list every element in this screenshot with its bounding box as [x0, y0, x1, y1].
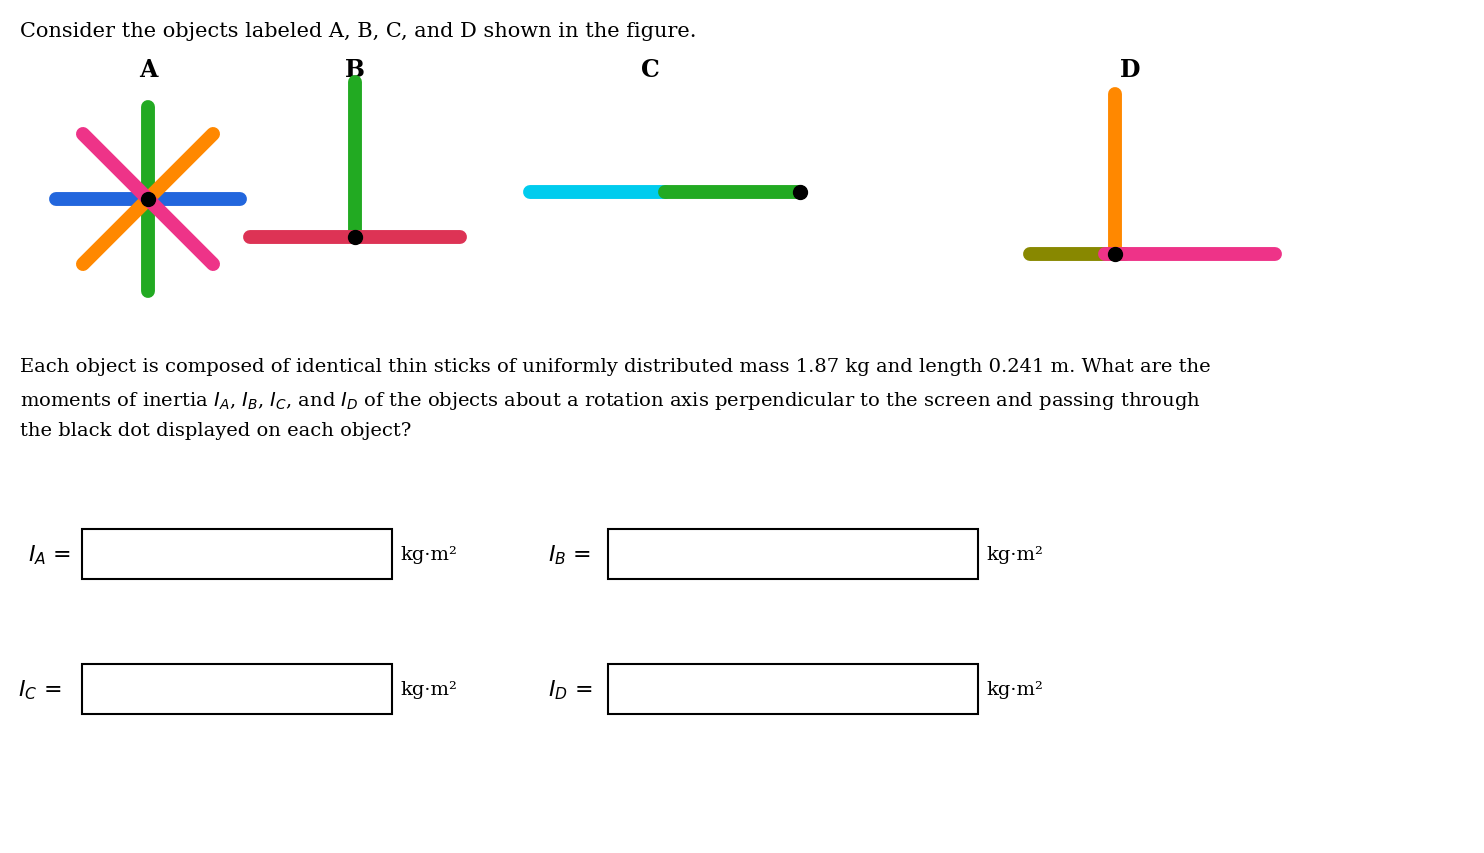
Text: moments of inertia $I_A$, $I_B$, $I_C$, and $I_D$ of the objects about a rotatio: moments of inertia $I_A$, $I_B$, $I_C$, … — [19, 390, 1201, 411]
FancyBboxPatch shape — [608, 664, 978, 714]
Text: Consider the objects labeled A, B, C, and D shown in the figure.: Consider the objects labeled A, B, C, an… — [19, 22, 696, 41]
Text: kg·m²: kg·m² — [985, 545, 1043, 563]
Text: $I_C$ =: $I_C$ = — [18, 677, 61, 701]
Text: C: C — [641, 58, 659, 82]
Text: Each object is composed of identical thin sticks of uniformly distributed mass 1: Each object is composed of identical thi… — [19, 357, 1211, 375]
Text: $I_A$ =: $I_A$ = — [28, 543, 71, 566]
Text: D: D — [1120, 58, 1140, 82]
FancyBboxPatch shape — [82, 530, 392, 579]
Text: B: B — [346, 58, 365, 82]
Text: kg·m²: kg·m² — [401, 545, 457, 563]
FancyBboxPatch shape — [82, 664, 392, 714]
FancyBboxPatch shape — [608, 530, 978, 579]
Text: $I_D$ =: $I_D$ = — [548, 677, 592, 701]
Text: kg·m²: kg·m² — [985, 680, 1043, 699]
Text: A: A — [139, 58, 157, 82]
Text: the black dot displayed on each object?: the black dot displayed on each object? — [19, 421, 411, 439]
Text: kg·m²: kg·m² — [401, 680, 457, 699]
Text: $I_B$ =: $I_B$ = — [548, 543, 591, 566]
